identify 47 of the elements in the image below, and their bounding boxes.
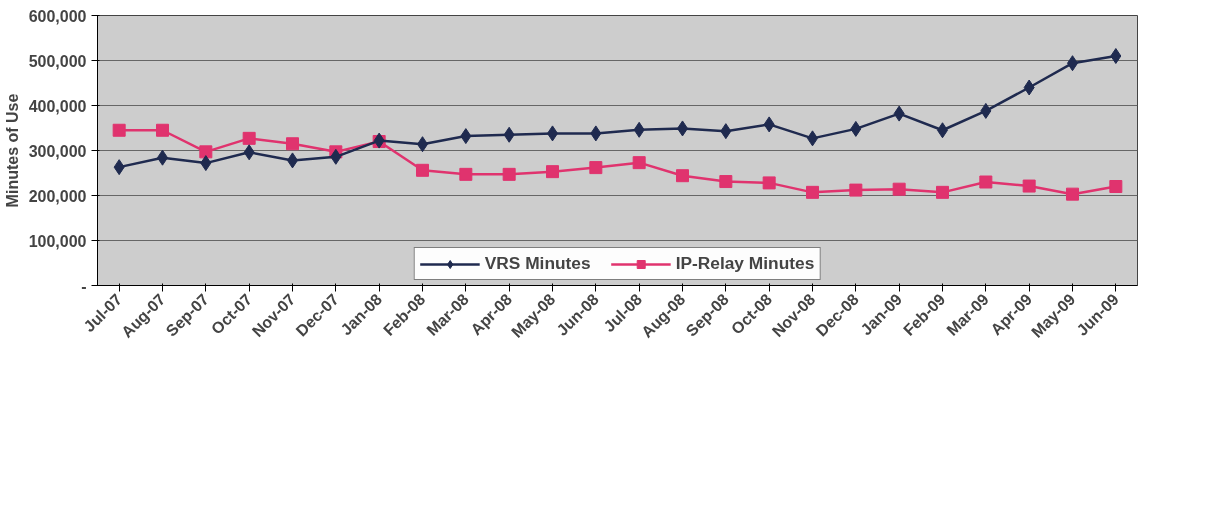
y-axis-title: Minutes of Use <box>3 93 21 208</box>
point <box>112 123 126 137</box>
point <box>633 121 645 138</box>
point <box>1110 48 1122 64</box>
point <box>330 148 342 165</box>
point <box>806 185 819 199</box>
point <box>1109 180 1123 193</box>
point <box>1023 79 1035 96</box>
point <box>460 128 472 145</box>
point <box>980 102 992 119</box>
point <box>936 185 949 199</box>
legend-label: IP-Relay Minutes <box>675 253 815 274</box>
point <box>719 175 733 189</box>
point <box>200 155 212 172</box>
point <box>416 163 429 177</box>
point <box>1022 179 1036 193</box>
point <box>632 156 646 170</box>
point <box>286 137 299 151</box>
legend-label: VRS Minutes <box>484 253 591 274</box>
point <box>590 125 602 142</box>
point <box>1066 187 1079 201</box>
point <box>850 120 862 137</box>
point <box>849 183 863 197</box>
point <box>589 161 603 175</box>
point <box>156 123 169 137</box>
y-tick-label: 600,000 <box>28 7 87 25</box>
point <box>243 144 255 161</box>
point <box>546 165 559 179</box>
point <box>893 105 905 122</box>
point <box>763 116 775 133</box>
point <box>762 176 776 190</box>
y-tick-label: - <box>81 277 87 295</box>
point <box>979 175 993 189</box>
y-tick-label: 500,000 <box>28 52 87 70</box>
point <box>503 126 515 143</box>
y-tick-label: 200,000 <box>28 187 87 205</box>
y-tick-label: 100,000 <box>28 232 87 250</box>
point <box>199 145 213 159</box>
y-tick-label: 400,000 <box>28 97 87 115</box>
point <box>676 169 689 183</box>
y-tick-label: 300,000 <box>28 142 87 160</box>
point <box>892 182 906 196</box>
point <box>242 131 256 145</box>
point <box>720 123 732 140</box>
point <box>113 159 125 176</box>
point <box>459 167 473 181</box>
point <box>502 167 516 181</box>
